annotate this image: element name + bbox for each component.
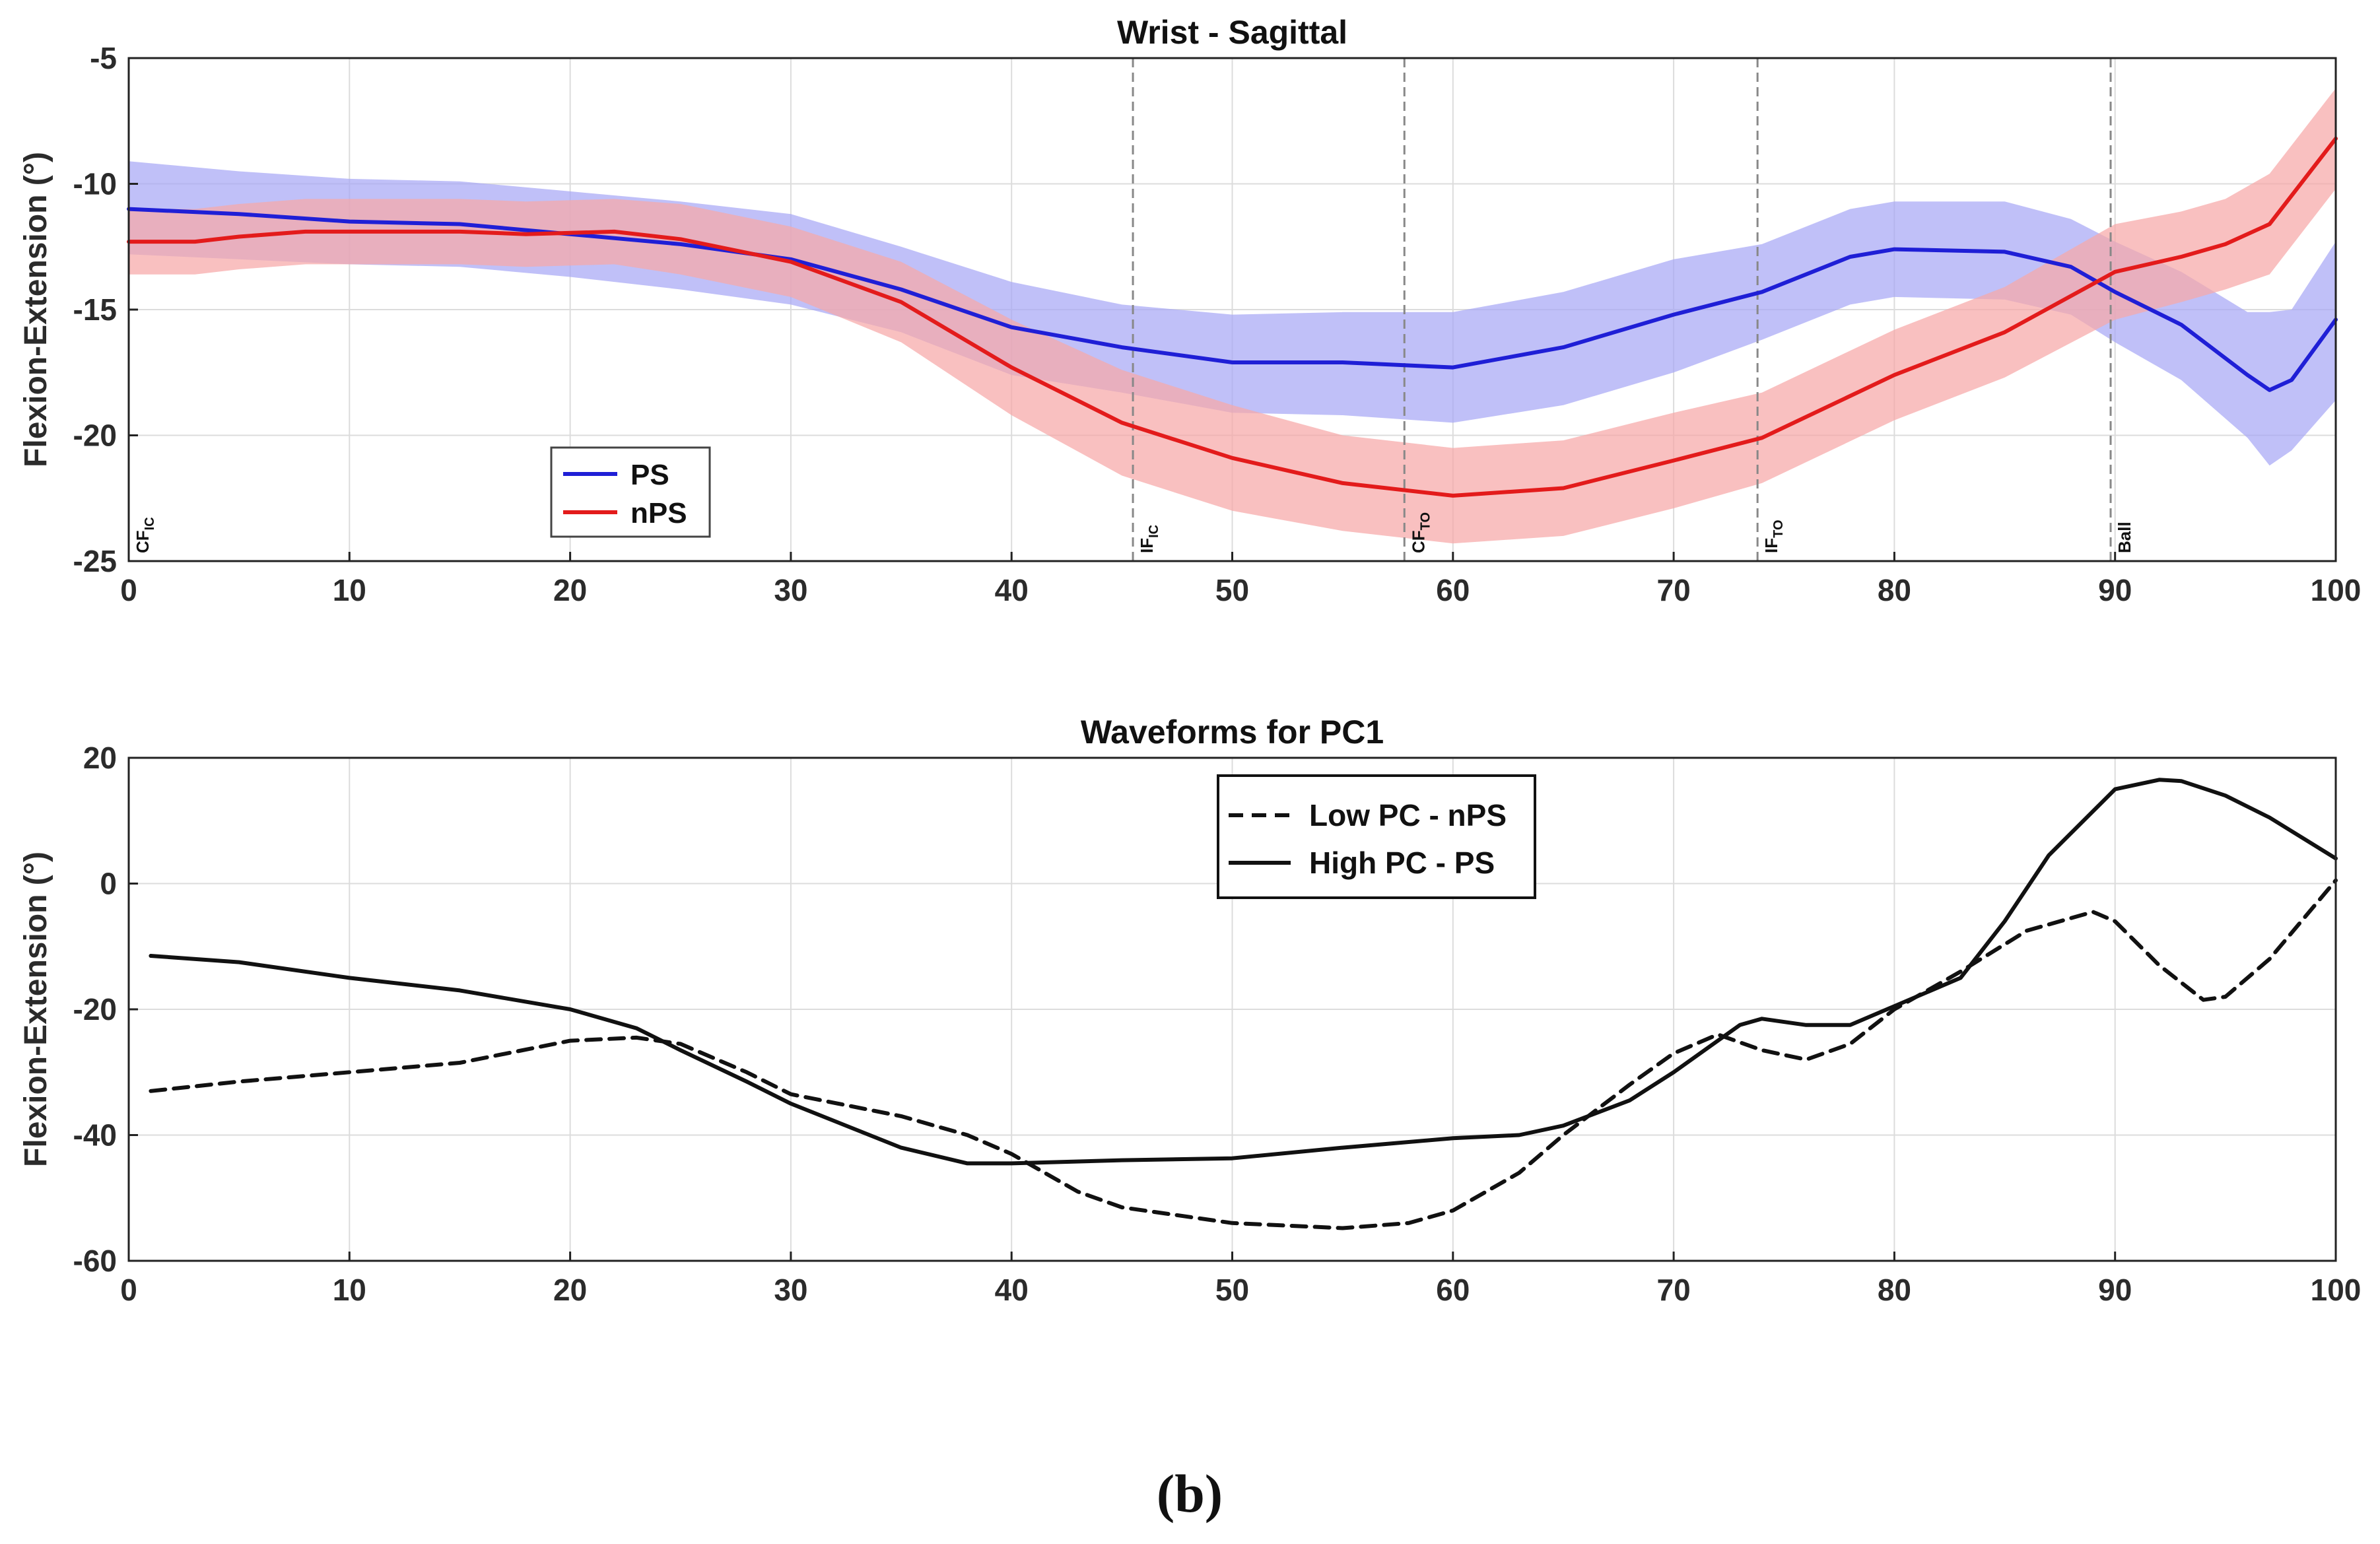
legend-box	[1217, 774, 1536, 899]
x-tick-label: 30	[774, 1273, 807, 1307]
y-axis-label: Flexion-Extension (°)	[18, 152, 53, 467]
x-tick-label: 80	[1878, 573, 1911, 607]
x-tick-label: 100	[2311, 1273, 2362, 1307]
x-tick-label: 0	[120, 573, 137, 607]
y-tick-label: -20	[73, 419, 117, 453]
x-tick-label: 60	[1436, 573, 1470, 607]
chart-waveforms-pc1: 0 10 20 30 40 50 60 70 80 90 100 20 0 -20 -40 -60 Wavefo…	[18, 714, 2361, 1307]
chart-wrist-sagittal: CFIC IFIC CFTO IFTO Ball 0 10 20 30 40 50 60 70 80 90 1…	[18, 14, 2361, 607]
y-tick-label: -60	[73, 1244, 117, 1278]
event-cfto-label: CFTO	[1408, 512, 1433, 553]
series-line-low-pc-nps	[149, 878, 2338, 1230]
y-tick-label: 20	[83, 741, 117, 775]
x-tick-label: 80	[1878, 1273, 1911, 1307]
x-tick-label: 90	[2098, 573, 2132, 607]
event-cfic-label: CFIC	[133, 517, 157, 553]
event-ific-label: IFIC	[1137, 525, 1161, 553]
chart-title: Waveforms for PC1	[1081, 714, 1384, 751]
series-line-high-pc-ps	[149, 778, 2338, 1166]
x-tick-label: 20	[553, 1273, 587, 1307]
x-tick-label: 70	[1657, 573, 1691, 607]
x-tick-label: 40	[995, 1273, 1029, 1307]
y-tick-label: -10	[73, 167, 117, 201]
x-tick-label: 20	[553, 573, 587, 607]
y-tick-label: -40	[73, 1118, 117, 1153]
series-line-nps	[127, 136, 2338, 498]
y-tick-label: -5	[90, 41, 117, 75]
event-ifto-label: IFTO	[1761, 520, 1786, 553]
legend-label: nPS	[630, 497, 687, 529]
legend-label: High PC - PS	[1309, 846, 1495, 880]
x-tick-label: 10	[333, 1273, 366, 1307]
x-tick-label: 0	[120, 1273, 137, 1307]
x-tick-label: 40	[995, 573, 1029, 607]
x-tick-label: 10	[333, 573, 366, 607]
figure-caption: (b)	[1157, 1463, 1223, 1524]
y-tick-label: -15	[73, 292, 117, 327]
x-tick-label: 30	[774, 573, 807, 607]
legend-label: Low PC - nPS	[1309, 798, 1507, 832]
y-tick-label: -25	[73, 544, 117, 578]
chart-title: Wrist - Sagittal	[1117, 14, 1347, 51]
x-tick-label: 100	[2311, 573, 2362, 607]
x-tick-label: 60	[1436, 1273, 1470, 1307]
event-ball-label: Ball	[2115, 521, 2134, 553]
x-tick-label: 50	[1215, 573, 1249, 607]
x-tick-label: 90	[2098, 1273, 2132, 1307]
legend-label: PS	[630, 459, 669, 491]
band-nps	[129, 88, 2336, 544]
y-tick-label: -20	[73, 992, 117, 1026]
y-tick-label: 0	[100, 867, 117, 901]
y-axis-label: Flexion-Extension (°)	[18, 852, 53, 1167]
series-line-ps	[127, 207, 2338, 392]
x-tick-label: 50	[1215, 1273, 1249, 1307]
legend-box	[550, 446, 711, 538]
x-tick-label: 70	[1657, 1273, 1691, 1307]
